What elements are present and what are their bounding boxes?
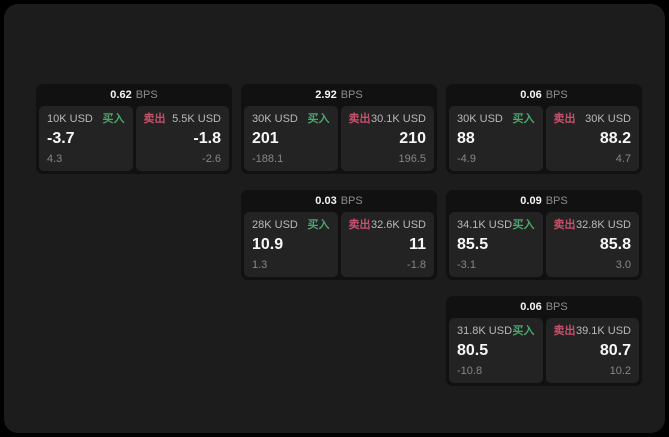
bps-value: 0.06 — [520, 89, 542, 101]
bps-header: 0.62 BPS — [36, 84, 232, 106]
sell-amount: 5.5K USD — [172, 113, 221, 125]
bps-unit-label: BPS — [340, 89, 363, 101]
bps-unit-label: BPS — [135, 89, 158, 101]
buy-delta: 4.3 — [47, 153, 63, 165]
bps-unit-label: BPS — [340, 195, 363, 207]
bps-header: 2.92 BPS — [241, 84, 437, 106]
buy-amount: 31.8K USD — [457, 325, 513, 337]
buy-panel[interactable]: 10K USD 买入 -3.7 4.3 — [39, 106, 133, 171]
sell-delta: -2.6 — [202, 153, 221, 165]
buy-delta: 1.3 — [252, 259, 268, 271]
sell-price: 80.7 — [599, 342, 631, 359]
buy-panel[interactable]: 30K USD 买入 88 -4.9 — [449, 106, 543, 171]
buy-panel[interactable]: 31.8K USD 买入 80.5 -10.8 — [449, 318, 543, 383]
buy-amount: 30K USD — [457, 113, 503, 125]
sell-amount: 30.1K USD — [370, 113, 426, 125]
sell-delta: -1.8 — [407, 259, 426, 271]
sell-price: 210 — [399, 130, 426, 147]
buy-amount: 28K USD — [252, 219, 298, 231]
bps-header: 0.06 BPS — [446, 296, 642, 318]
buy-panel[interactable]: 30K USD 买入 201 -188.1 — [244, 106, 338, 171]
bps-value: 0.62 — [110, 89, 132, 101]
quote-card: 0.03 BPS 28K USD 买入 10.9 1.3 卖出 32.6K US… — [241, 190, 437, 280]
sell-price: 11 — [409, 236, 426, 253]
bps-header: 0.06 BPS — [446, 84, 642, 106]
bps-unit-label: BPS — [545, 89, 568, 101]
buy-side-label: 买入 — [307, 219, 330, 231]
buy-price: 85.5 — [457, 236, 489, 253]
sell-amount: 32.6K USD — [370, 219, 426, 231]
buy-side-label: 买入 — [512, 113, 535, 125]
sell-amount: 32.8K USD — [575, 219, 631, 231]
card-body: 34.1K USD 买入 85.5 -3.1 卖出 32.8K USD 85.8… — [446, 212, 642, 280]
card-body: 30K USD 买入 88 -4.9 卖出 30K USD 88.2 4.7 — [446, 106, 642, 174]
buy-delta: -4.9 — [457, 153, 476, 165]
buy-delta: -10.8 — [457, 365, 483, 377]
buy-price: 88 — [457, 130, 475, 147]
quote-cards-grid: 0.62 BPS 10K USD 买入 -3.7 4.3 卖出 5.5K USD — [36, 84, 642, 386]
quote-card: 0.09 BPS 34.1K USD 买入 85.5 -3.1 卖出 32.8K… — [446, 190, 642, 280]
quote-card: 0.06 BPS 30K USD 买入 88 -4.9 卖出 30K USD — [446, 84, 642, 174]
bps-value: 0.03 — [315, 195, 337, 207]
buy-side-label: 买入 — [512, 219, 535, 231]
bps-unit-label: BPS — [545, 301, 568, 313]
sell-delta: 4.7 — [615, 153, 631, 165]
sell-side-label: 卖出 — [348, 219, 371, 231]
buy-side-label: 买入 — [512, 325, 535, 337]
buy-panel[interactable]: 34.1K USD 买入 85.5 -3.1 — [449, 212, 543, 277]
sell-price: 88.2 — [599, 130, 631, 147]
quote-card: 0.06 BPS 31.8K USD 买入 80.5 -10.8 卖出 39.1… — [446, 296, 642, 386]
sell-panel[interactable]: 卖出 39.1K USD 80.7 10.2 — [545, 318, 639, 383]
sell-side-label: 卖出 — [553, 113, 576, 125]
buy-price: 10.9 — [252, 236, 284, 253]
sell-price: 85.8 — [599, 236, 631, 253]
buy-delta: -3.1 — [457, 259, 476, 271]
bps-value: 0.09 — [520, 195, 542, 207]
bps-unit-label: BPS — [545, 195, 568, 207]
sell-side-label: 卖出 — [553, 325, 576, 337]
sell-side-label: 卖出 — [143, 113, 166, 125]
app-panel: 0.62 BPS 10K USD 买入 -3.7 4.3 卖出 5.5K USD — [4, 4, 665, 433]
card-body: 31.8K USD 买入 80.5 -10.8 卖出 39.1K USD 80.… — [446, 318, 642, 386]
sell-amount: 39.1K USD — [575, 325, 631, 337]
buy-panel[interactable]: 28K USD 买入 10.9 1.3 — [244, 212, 338, 277]
buy-amount: 10K USD — [47, 113, 93, 125]
buy-amount: 34.1K USD — [457, 219, 513, 231]
card-body: 10K USD 买入 -3.7 4.3 卖出 5.5K USD -1.8 -2.… — [36, 106, 232, 174]
sell-side-label: 卖出 — [553, 219, 576, 231]
sell-delta: 3.0 — [615, 259, 631, 271]
sell-amount: 30K USD — [585, 113, 631, 125]
bps-value: 2.92 — [315, 89, 337, 101]
buy-price: 80.5 — [457, 342, 489, 359]
sell-delta: 10.2 — [609, 365, 631, 377]
sell-panel[interactable]: 卖出 32.8K USD 85.8 3.0 — [545, 212, 639, 277]
sell-panel[interactable]: 卖出 30.1K USD 210 196.5 — [340, 106, 434, 171]
card-body: 30K USD 买入 201 -188.1 卖出 30.1K USD 210 1… — [241, 106, 437, 174]
quote-card: 0.62 BPS 10K USD 买入 -3.7 4.3 卖出 5.5K USD — [36, 84, 232, 174]
sell-panel[interactable]: 卖出 5.5K USD -1.8 -2.6 — [135, 106, 229, 171]
quote-card: 2.92 BPS 30K USD 买入 201 -188.1 卖出 30.1K … — [241, 84, 437, 174]
sell-delta: 196.5 — [398, 153, 426, 165]
buy-price: 201 — [252, 130, 279, 147]
sell-panel[interactable]: 卖出 32.6K USD 11 -1.8 — [340, 212, 434, 277]
bps-header: 0.09 BPS — [446, 190, 642, 212]
sell-panel[interactable]: 卖出 30K USD 88.2 4.7 — [545, 106, 639, 171]
card-body: 28K USD 买入 10.9 1.3 卖出 32.6K USD 11 -1.8 — [241, 212, 437, 280]
buy-amount: 30K USD — [252, 113, 298, 125]
buy-side-label: 买入 — [307, 113, 330, 125]
sell-side-label: 卖出 — [348, 113, 371, 125]
buy-price: -3.7 — [47, 130, 75, 147]
bps-header: 0.03 BPS — [241, 190, 437, 212]
bps-value: 0.06 — [520, 301, 542, 313]
sell-price: -1.8 — [193, 130, 221, 147]
buy-delta: -188.1 — [252, 153, 284, 165]
buy-side-label: 买入 — [102, 113, 125, 125]
